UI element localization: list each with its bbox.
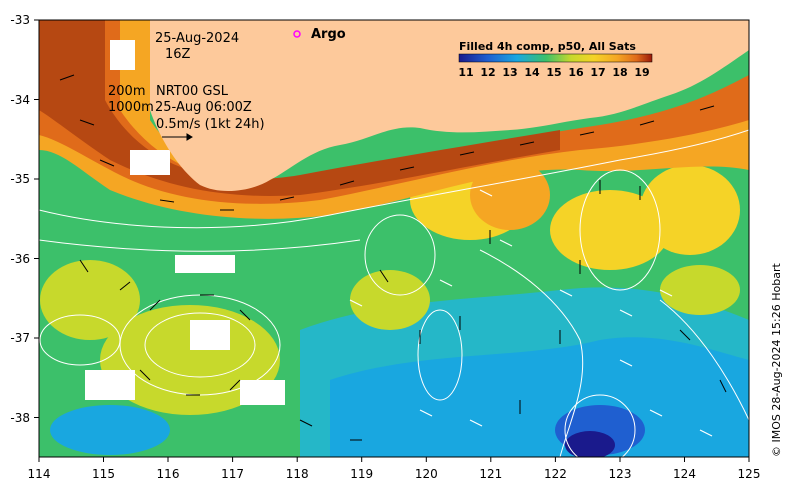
depth-1000-label: 1000m — [108, 100, 154, 115]
colorbar-tick-label: 11 — [458, 66, 473, 79]
lon-tick-label: 117 — [221, 467, 244, 481]
plot-frame — [38, 19, 750, 458]
lat-axis: -33 -34 -35 -36 -37 -38 — [10, 13, 30, 425]
colorbar-tick-label: 18 — [612, 66, 627, 79]
lon-tick-label: 118 — [286, 467, 309, 481]
colorbar-tick-label: 19 — [634, 66, 649, 79]
colorbar — [458, 53, 653, 63]
colorbar-tick-label: 13 — [502, 66, 517, 79]
source-label: NRT00 GSL — [156, 84, 229, 99]
axis-tick-marks — [34, 19, 750, 462]
credit-text: © IMOS 28-Aug-2024 15:26 Hobart — [770, 263, 783, 457]
lon-tick-label: 115 — [92, 467, 115, 481]
lon-tick-label: 120 — [415, 467, 438, 481]
lon-tick-label: 119 — [350, 467, 373, 481]
lon-tick-label: 124 — [673, 467, 696, 481]
lon-tick-label: 123 — [609, 467, 632, 481]
scale-arrow-icon — [162, 133, 193, 141]
colorbar-tick-label: 14 — [524, 66, 540, 79]
depth-200-label: 200m — [108, 84, 145, 99]
colorbar-title: Filled 4h comp, p50, All Sats — [459, 40, 636, 53]
sst-field — [39, 20, 749, 457]
lon-tick-label: 116 — [157, 467, 180, 481]
lon-tick-label: 125 — [738, 467, 761, 481]
scale-label: 0.5m/s (1kt 24h) — [156, 117, 265, 132]
argo-marker-icon — [293, 30, 301, 38]
colorbar-tick-label: 15 — [546, 66, 561, 79]
lat-tick-label: -35 — [10, 172, 30, 186]
lat-tick-label: -33 — [10, 13, 30, 27]
lon-axis: 114 115 116 117 118 119 120 121 122 123 … — [28, 467, 761, 481]
lon-tick-label: 122 — [544, 467, 567, 481]
colorbar-tick-label: 16 — [568, 66, 584, 79]
valid-time-label: 25-Aug 06:00Z — [155, 100, 252, 115]
hour-label: 16Z — [165, 47, 191, 62]
colorbar-tick-label: 17 — [590, 66, 605, 79]
lat-tick-label: -36 — [10, 252, 30, 266]
lat-tick-label: -34 — [10, 93, 30, 107]
argo-legend-label: Argo — [311, 27, 346, 42]
colorbar-tick-label: 12 — [480, 66, 495, 79]
lat-tick-label: -37 — [10, 331, 30, 345]
colorbar-ticks: 11 12 13 14 15 16 17 18 19 — [458, 66, 649, 79]
lat-tick-label: -38 — [10, 411, 30, 425]
lon-tick-label: 121 — [479, 467, 502, 481]
date-label: 25-Aug-2024 — [155, 31, 239, 46]
lon-tick-label: 114 — [28, 467, 51, 481]
